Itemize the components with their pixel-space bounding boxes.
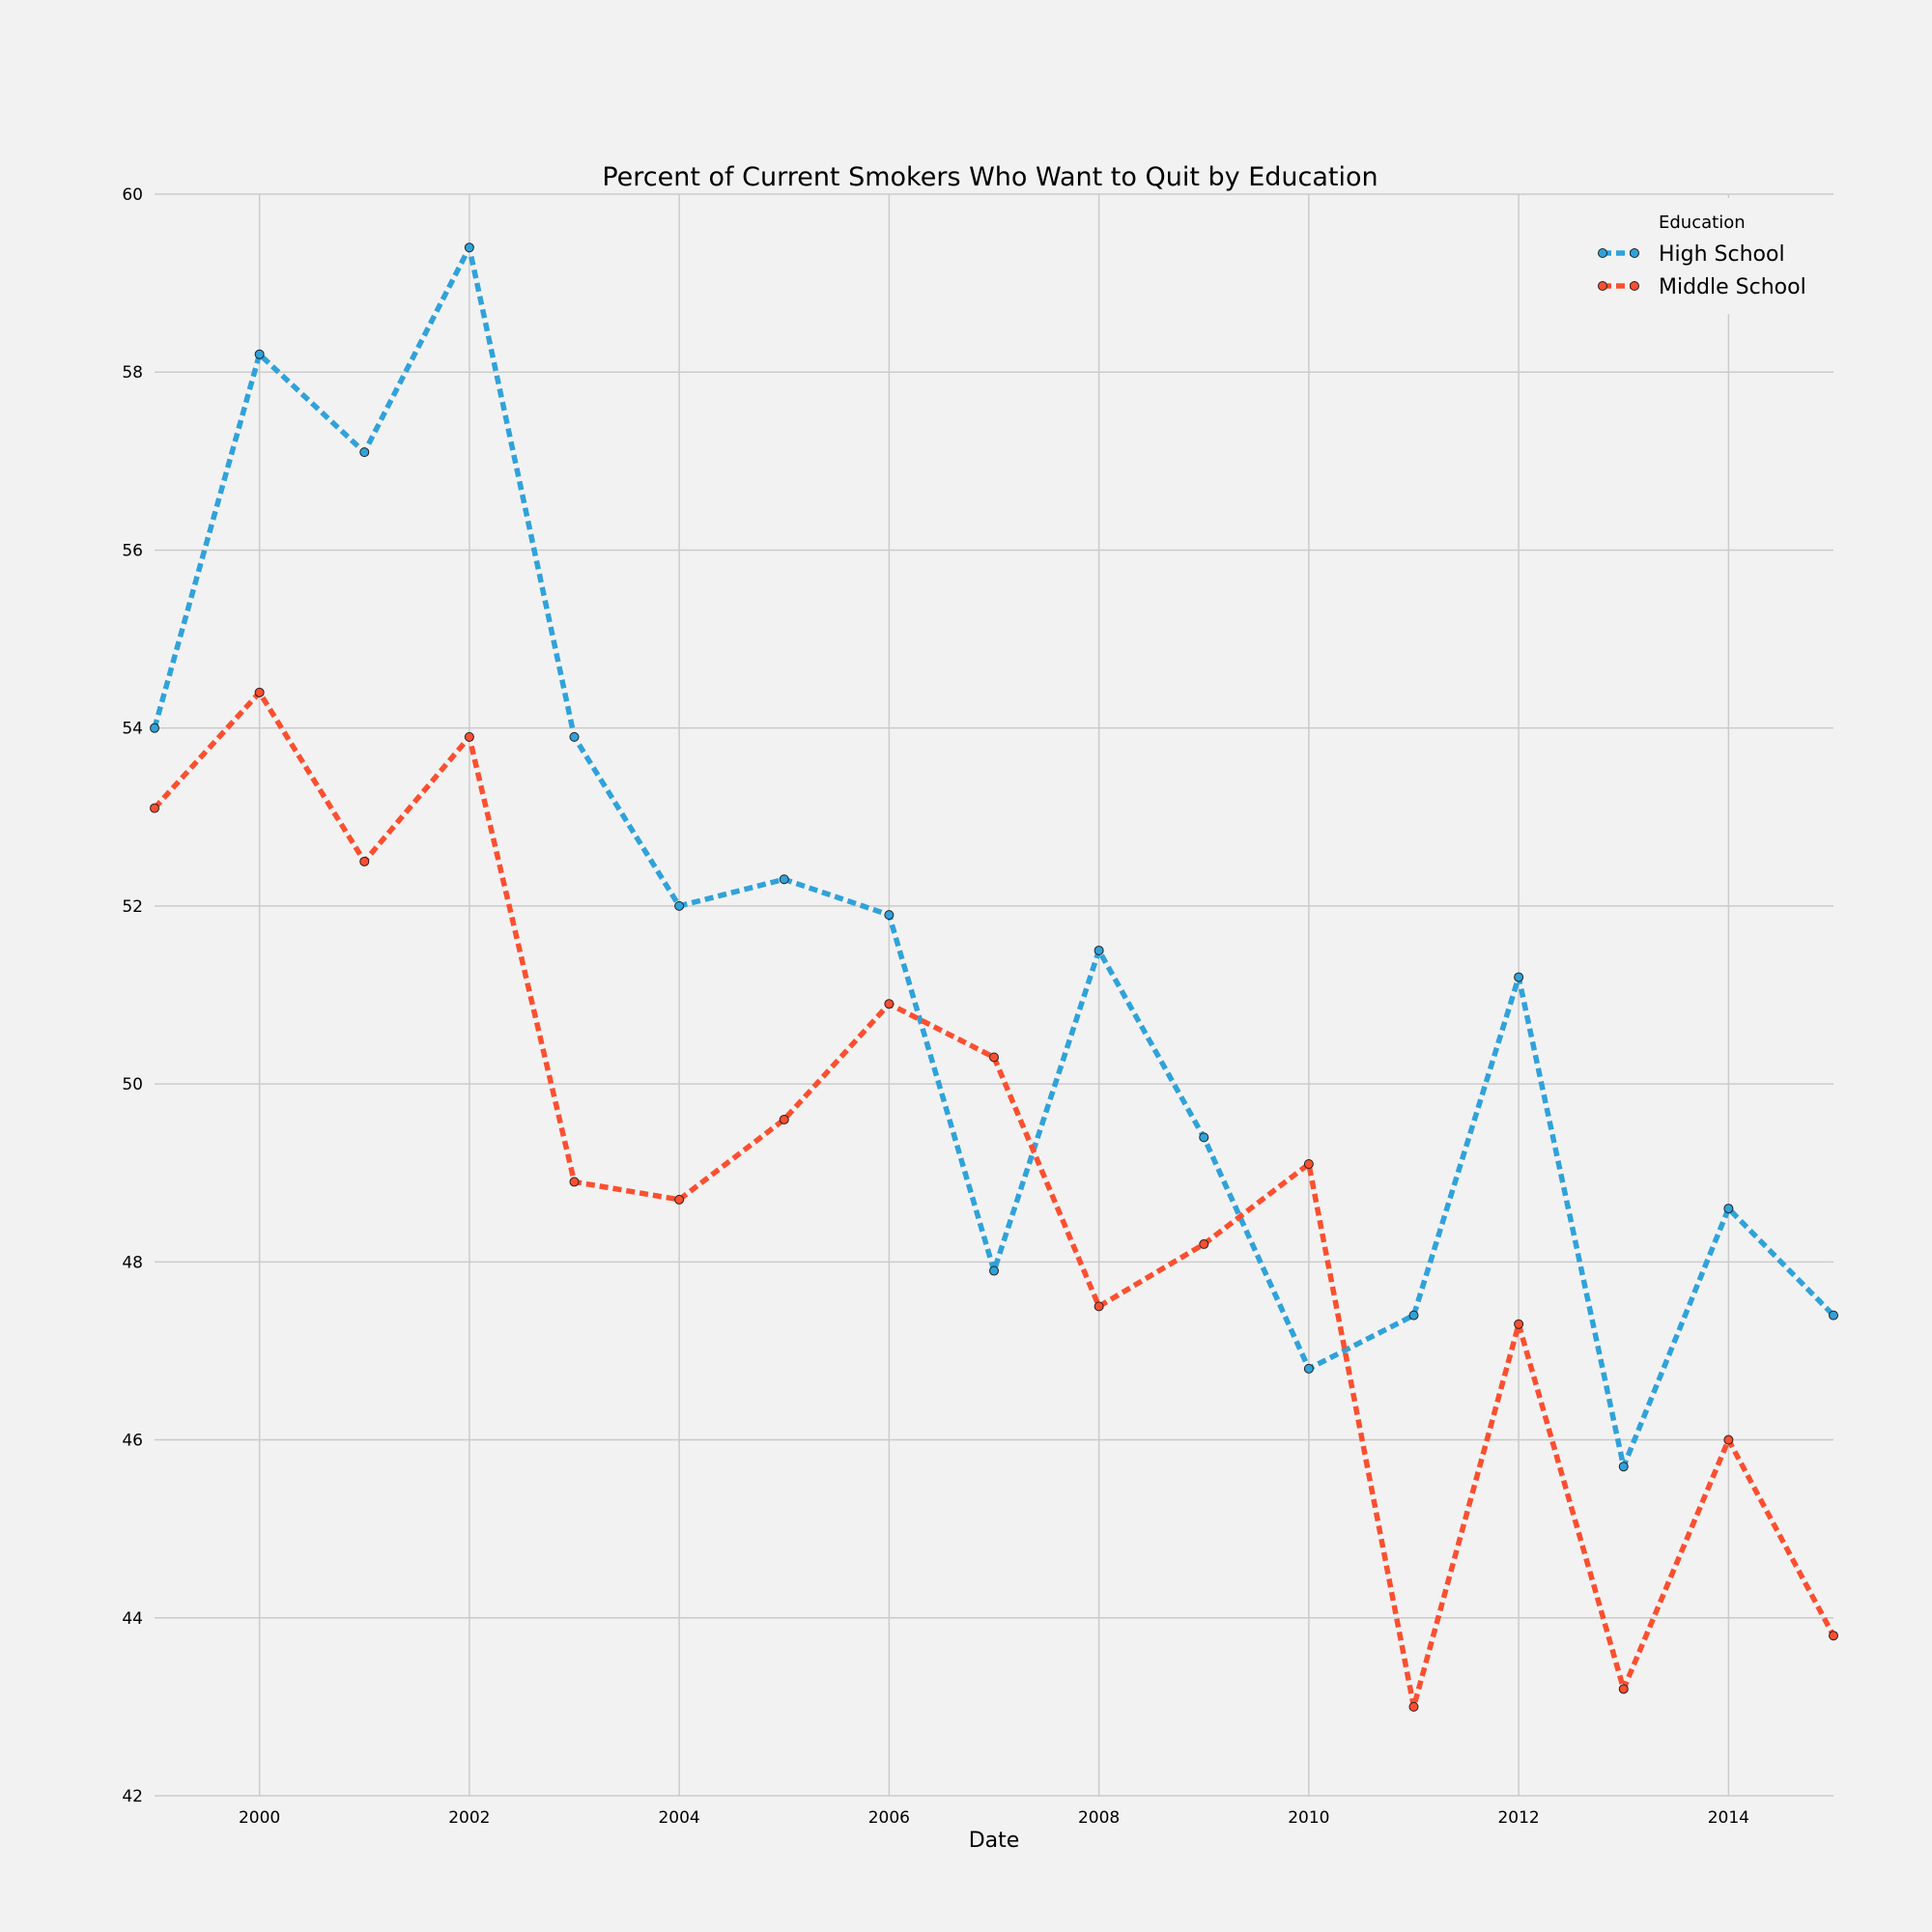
data-point bbox=[884, 910, 895, 921]
data-point bbox=[1408, 1701, 1419, 1712]
data-point bbox=[989, 1265, 999, 1276]
data-point bbox=[359, 856, 370, 867]
y-tick-label: 58 bbox=[122, 363, 143, 383]
series-high-school bbox=[150, 242, 1838, 1472]
y-tick-label: 46 bbox=[122, 1432, 143, 1451]
data-point bbox=[779, 1114, 789, 1124]
legend-item: Middle School bbox=[1598, 275, 1806, 299]
x-tick-label: 2012 bbox=[1497, 1808, 1539, 1828]
series-layer bbox=[150, 242, 1838, 1712]
series-middle-school bbox=[150, 687, 1838, 1712]
legend-marker bbox=[1598, 281, 1607, 291]
data-point bbox=[1094, 945, 1104, 955]
data-point bbox=[1199, 1132, 1209, 1143]
y-tick-label: 52 bbox=[122, 897, 143, 917]
data-point bbox=[569, 1177, 580, 1187]
y-tick-label: 50 bbox=[122, 1075, 143, 1094]
legend-marker bbox=[1630, 248, 1639, 258]
x-axis-label: Date bbox=[969, 1829, 1020, 1853]
legend-label: High School bbox=[1659, 242, 1785, 267]
x-tick-label: 2008 bbox=[1078, 1808, 1120, 1828]
data-point bbox=[1514, 972, 1524, 982]
y-tick-label: 48 bbox=[122, 1253, 143, 1272]
data-point bbox=[1514, 1319, 1524, 1329]
x-tick-label: 2000 bbox=[239, 1808, 280, 1828]
data-point bbox=[1723, 1435, 1734, 1445]
legend-items: High School Middle School bbox=[1598, 242, 1806, 299]
data-point bbox=[1723, 1204, 1734, 1214]
data-point bbox=[884, 999, 895, 1009]
x-tick-label: 2010 bbox=[1288, 1808, 1329, 1828]
data-point bbox=[1199, 1238, 1209, 1249]
x-tick-label: 2014 bbox=[1708, 1808, 1749, 1828]
legend-title: Education bbox=[1659, 213, 1746, 233]
legend-item: High School bbox=[1598, 242, 1785, 267]
series-line bbox=[152, 244, 1835, 1469]
data-point bbox=[674, 900, 685, 911]
x-tick-label: 2002 bbox=[448, 1808, 490, 1828]
data-point bbox=[674, 1194, 685, 1205]
data-point bbox=[1408, 1310, 1419, 1321]
data-point bbox=[254, 687, 265, 697]
legend-marker bbox=[1598, 248, 1607, 258]
y-tick-label: 44 bbox=[122, 1609, 143, 1629]
data-point bbox=[150, 803, 159, 813]
data-point bbox=[359, 447, 370, 458]
chart-title: Percent of Current Smokers Who Want to Q… bbox=[602, 162, 1378, 192]
axes: 42 44 46 48 50 52 54 56 58 60 2000 2002 2004 2006 2008… bbox=[122, 185, 1749, 1828]
series-line bbox=[152, 690, 1836, 1710]
data-point bbox=[1303, 1363, 1314, 1374]
x-tick-label: 2006 bbox=[868, 1808, 910, 1828]
data-point bbox=[1829, 1310, 1838, 1321]
grid bbox=[155, 193, 1833, 1797]
x-tick-label: 2004 bbox=[658, 1808, 699, 1828]
data-point bbox=[464, 731, 474, 742]
legend-label: Middle School bbox=[1659, 275, 1806, 299]
data-point bbox=[989, 1052, 999, 1063]
data-point bbox=[150, 723, 159, 733]
data-point bbox=[779, 874, 789, 885]
legend-marker bbox=[1630, 281, 1639, 291]
data-point bbox=[1618, 1462, 1629, 1472]
data-point bbox=[1618, 1684, 1629, 1694]
data-point bbox=[254, 349, 265, 359]
y-tick-label: 54 bbox=[122, 720, 143, 739]
legend: Education High School Middle School bbox=[1565, 198, 1845, 314]
legend-background bbox=[1565, 198, 1845, 314]
data-point bbox=[464, 242, 474, 253]
data-point bbox=[569, 731, 580, 742]
y-tick-label: 56 bbox=[122, 541, 143, 560]
data-point bbox=[1094, 1301, 1104, 1312]
y-tick-label: 42 bbox=[122, 1787, 143, 1806]
data-point bbox=[1829, 1631, 1838, 1641]
data-point bbox=[1303, 1159, 1314, 1170]
y-tick-label: 60 bbox=[122, 185, 143, 205]
